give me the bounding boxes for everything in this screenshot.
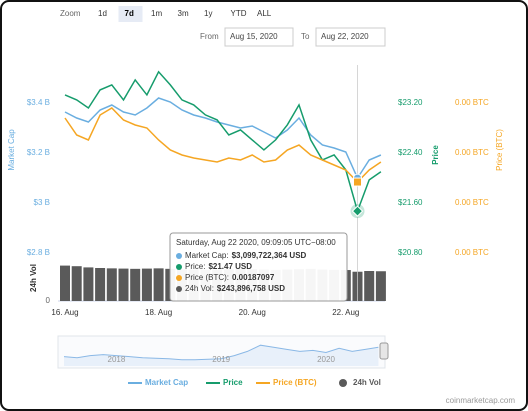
volume-bar bbox=[106, 268, 117, 301]
range-button[interactable]: 1y bbox=[204, 9, 212, 18]
legend-label[interactable]: Price bbox=[223, 378, 243, 387]
volume-bar bbox=[364, 271, 375, 301]
tooltip-value: $243,896,758 USD bbox=[217, 284, 285, 293]
tooltip-title: Saturday, Aug 22 2020, 09:09:05 UTC−08:0… bbox=[176, 238, 336, 247]
y-axis-title: Market Cap bbox=[7, 129, 16, 171]
range-button[interactable]: 1m bbox=[151, 9, 162, 18]
tooltip-bullet bbox=[176, 275, 182, 281]
marker bbox=[353, 177, 362, 187]
volume-bar bbox=[141, 268, 152, 301]
tooltip-label: 24h Vol: bbox=[185, 284, 214, 293]
series-line bbox=[64, 97, 382, 180]
tooltip-bullet bbox=[176, 264, 182, 270]
from-label: From bbox=[200, 32, 219, 41]
y-tick-label: $23.20 bbox=[398, 98, 423, 107]
range-button[interactable]: ALL bbox=[257, 9, 272, 18]
navigator-area-fill bbox=[64, 345, 379, 366]
tooltip-value: $21.47 USD bbox=[208, 262, 252, 271]
tooltip-bullet bbox=[176, 253, 182, 259]
range-button[interactable]: YTD bbox=[231, 9, 247, 18]
y-tick-label: 0.00 BTC bbox=[455, 198, 489, 207]
legend-label[interactable]: Price (BTC) bbox=[273, 378, 317, 387]
legend-label[interactable]: Market Cap bbox=[145, 378, 188, 387]
series-line bbox=[64, 107, 382, 184]
tooltip-bullet bbox=[176, 286, 182, 292]
navigator-year-label: 2019 bbox=[212, 355, 230, 364]
x-tick-label: 22. Aug bbox=[332, 308, 359, 317]
navigator-year-label: 2020 bbox=[317, 355, 335, 364]
y-tick-label: $20.80 bbox=[398, 248, 423, 257]
y4-axis-title: 24h Vol bbox=[29, 264, 38, 292]
series-line bbox=[64, 70, 382, 214]
range-selected-bg bbox=[118, 6, 143, 22]
volume-bar bbox=[95, 268, 106, 301]
y-tick-label: $22.40 bbox=[398, 148, 423, 157]
tooltip-value: $3,099,722,364 USD bbox=[232, 251, 307, 260]
volume-bar bbox=[153, 268, 164, 301]
navigator-year-label: 2018 bbox=[108, 355, 126, 364]
tooltip-row: Market Cap: $3,099,722,364 USD bbox=[185, 251, 307, 260]
y-tick-label: $21.60 bbox=[398, 198, 423, 207]
credit: coinmarketcap.com bbox=[446, 396, 516, 405]
y-tick-label: $3 B bbox=[34, 198, 50, 207]
x-tick-label: 16. Aug bbox=[51, 308, 78, 317]
tooltip-row: Price: $21.47 USD bbox=[185, 262, 252, 271]
x-tick-label: 20. Aug bbox=[239, 308, 266, 317]
y-tick-label: $3.2 B bbox=[27, 148, 50, 157]
tooltip-row: 24h Vol: $243,896,758 USD bbox=[185, 284, 285, 293]
tooltip-label: Price (BTC): bbox=[185, 273, 229, 282]
y-tick-label: 0.00 BTC bbox=[455, 98, 489, 107]
tooltip-value: 0.00187097 bbox=[232, 273, 275, 282]
zoom-label: Zoom bbox=[60, 9, 81, 18]
tooltip-label: Price: bbox=[185, 262, 205, 271]
volume-bar bbox=[130, 268, 141, 301]
navigator-line bbox=[63, 344, 379, 361]
y2-axis-title: Price bbox=[431, 145, 440, 165]
to-input[interactable] bbox=[315, 27, 386, 47]
legend-symbol[interactable] bbox=[339, 379, 347, 387]
x-tick-label: 18. Aug bbox=[145, 308, 172, 317]
y-tick-label: 0.00 BTC bbox=[455, 248, 489, 257]
from-input[interactable] bbox=[224, 27, 294, 47]
y-tick-label: $2.8 B bbox=[27, 248, 50, 257]
volume-bar bbox=[71, 266, 82, 301]
to-label: To bbox=[301, 32, 310, 41]
range-button[interactable]: 3m bbox=[178, 9, 189, 18]
tooltip-row: Price (BTC): 0.00187097 bbox=[185, 273, 275, 282]
volume-bar bbox=[375, 271, 386, 301]
y3-axis-title: Price (BTC) bbox=[495, 129, 504, 171]
range-button[interactable]: 7d bbox=[125, 9, 134, 18]
tooltip-box bbox=[169, 232, 348, 302]
marker bbox=[351, 205, 364, 217]
navigator-handle[interactable] bbox=[379, 342, 389, 360]
volume-bar bbox=[83, 267, 94, 301]
tooltip-label: Market Cap: bbox=[185, 251, 229, 260]
y-tick-label: 0.00 BTC bbox=[455, 148, 489, 157]
volume-bar bbox=[60, 265, 70, 301]
range-button[interactable]: 1d bbox=[98, 9, 107, 18]
to-date[interactable]: Aug 22, 2020 bbox=[321, 32, 369, 41]
volume-bar bbox=[118, 268, 129, 301]
legend-label[interactable]: 24h Vol bbox=[353, 378, 381, 387]
y-tick-label: $3.4 B bbox=[27, 98, 50, 107]
from-date[interactable]: Aug 15, 2020 bbox=[230, 32, 278, 41]
y-tick-label: 0 bbox=[46, 296, 51, 305]
